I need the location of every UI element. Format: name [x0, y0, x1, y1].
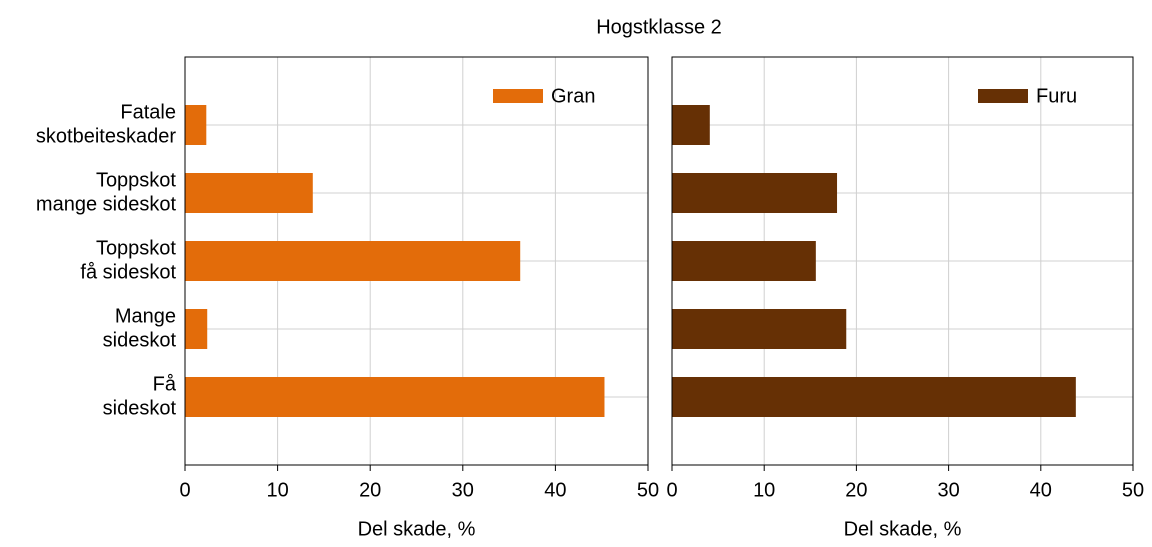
x-tick-label: 10: [753, 479, 775, 501]
y-tick-label: sideskot: [103, 329, 177, 351]
x-tick-label: 40: [544, 479, 566, 501]
x-tick-label: 10: [266, 479, 288, 501]
x-tick-label: 20: [359, 479, 381, 501]
legend-swatch: [493, 89, 543, 103]
x-tick-label: 0: [179, 479, 190, 501]
bar: [185, 105, 207, 145]
bar: [185, 377, 605, 417]
y-tick-label: Få: [153, 373, 177, 395]
y-tick-label: Mange: [115, 305, 176, 327]
x-tick-label: 50: [637, 479, 659, 501]
x-tick-label: 40: [1030, 479, 1052, 501]
y-tick-label: skotbeiteskader: [36, 125, 176, 147]
x-tick-label: 30: [452, 479, 474, 501]
chart-title: Hogstklasse 2: [596, 16, 722, 38]
y-tick-label: Fatale: [120, 101, 176, 123]
legend-swatch: [978, 89, 1028, 103]
bar: [185, 309, 208, 349]
y-tick-label: Toppskot: [96, 237, 176, 259]
bar: [672, 377, 1076, 417]
legend-label: Gran: [551, 85, 595, 107]
bar: [185, 241, 521, 281]
x-tick-label: 30: [937, 479, 959, 501]
bar: [672, 173, 838, 213]
x-axis-label: Del skade, %: [844, 518, 962, 540]
bar: [672, 309, 847, 349]
y-tick-label: Toppskot: [96, 169, 176, 191]
y-tick-label: få sideskot: [80, 261, 176, 283]
bar: [185, 173, 313, 213]
x-tick-label: 0: [666, 479, 677, 501]
bar: [672, 241, 816, 281]
plot-frame: [671, 56, 1134, 466]
x-tick-label: 20: [845, 479, 867, 501]
y-tick-label: sideskot: [103, 397, 177, 419]
legend-label: Furu: [1036, 85, 1077, 107]
x-tick-label: 50: [1122, 479, 1144, 501]
bar: [672, 105, 710, 145]
y-tick-label: mange sideskot: [36, 193, 177, 215]
x-axis-label: Del skade, %: [358, 518, 476, 540]
plot-frame: [184, 56, 649, 466]
